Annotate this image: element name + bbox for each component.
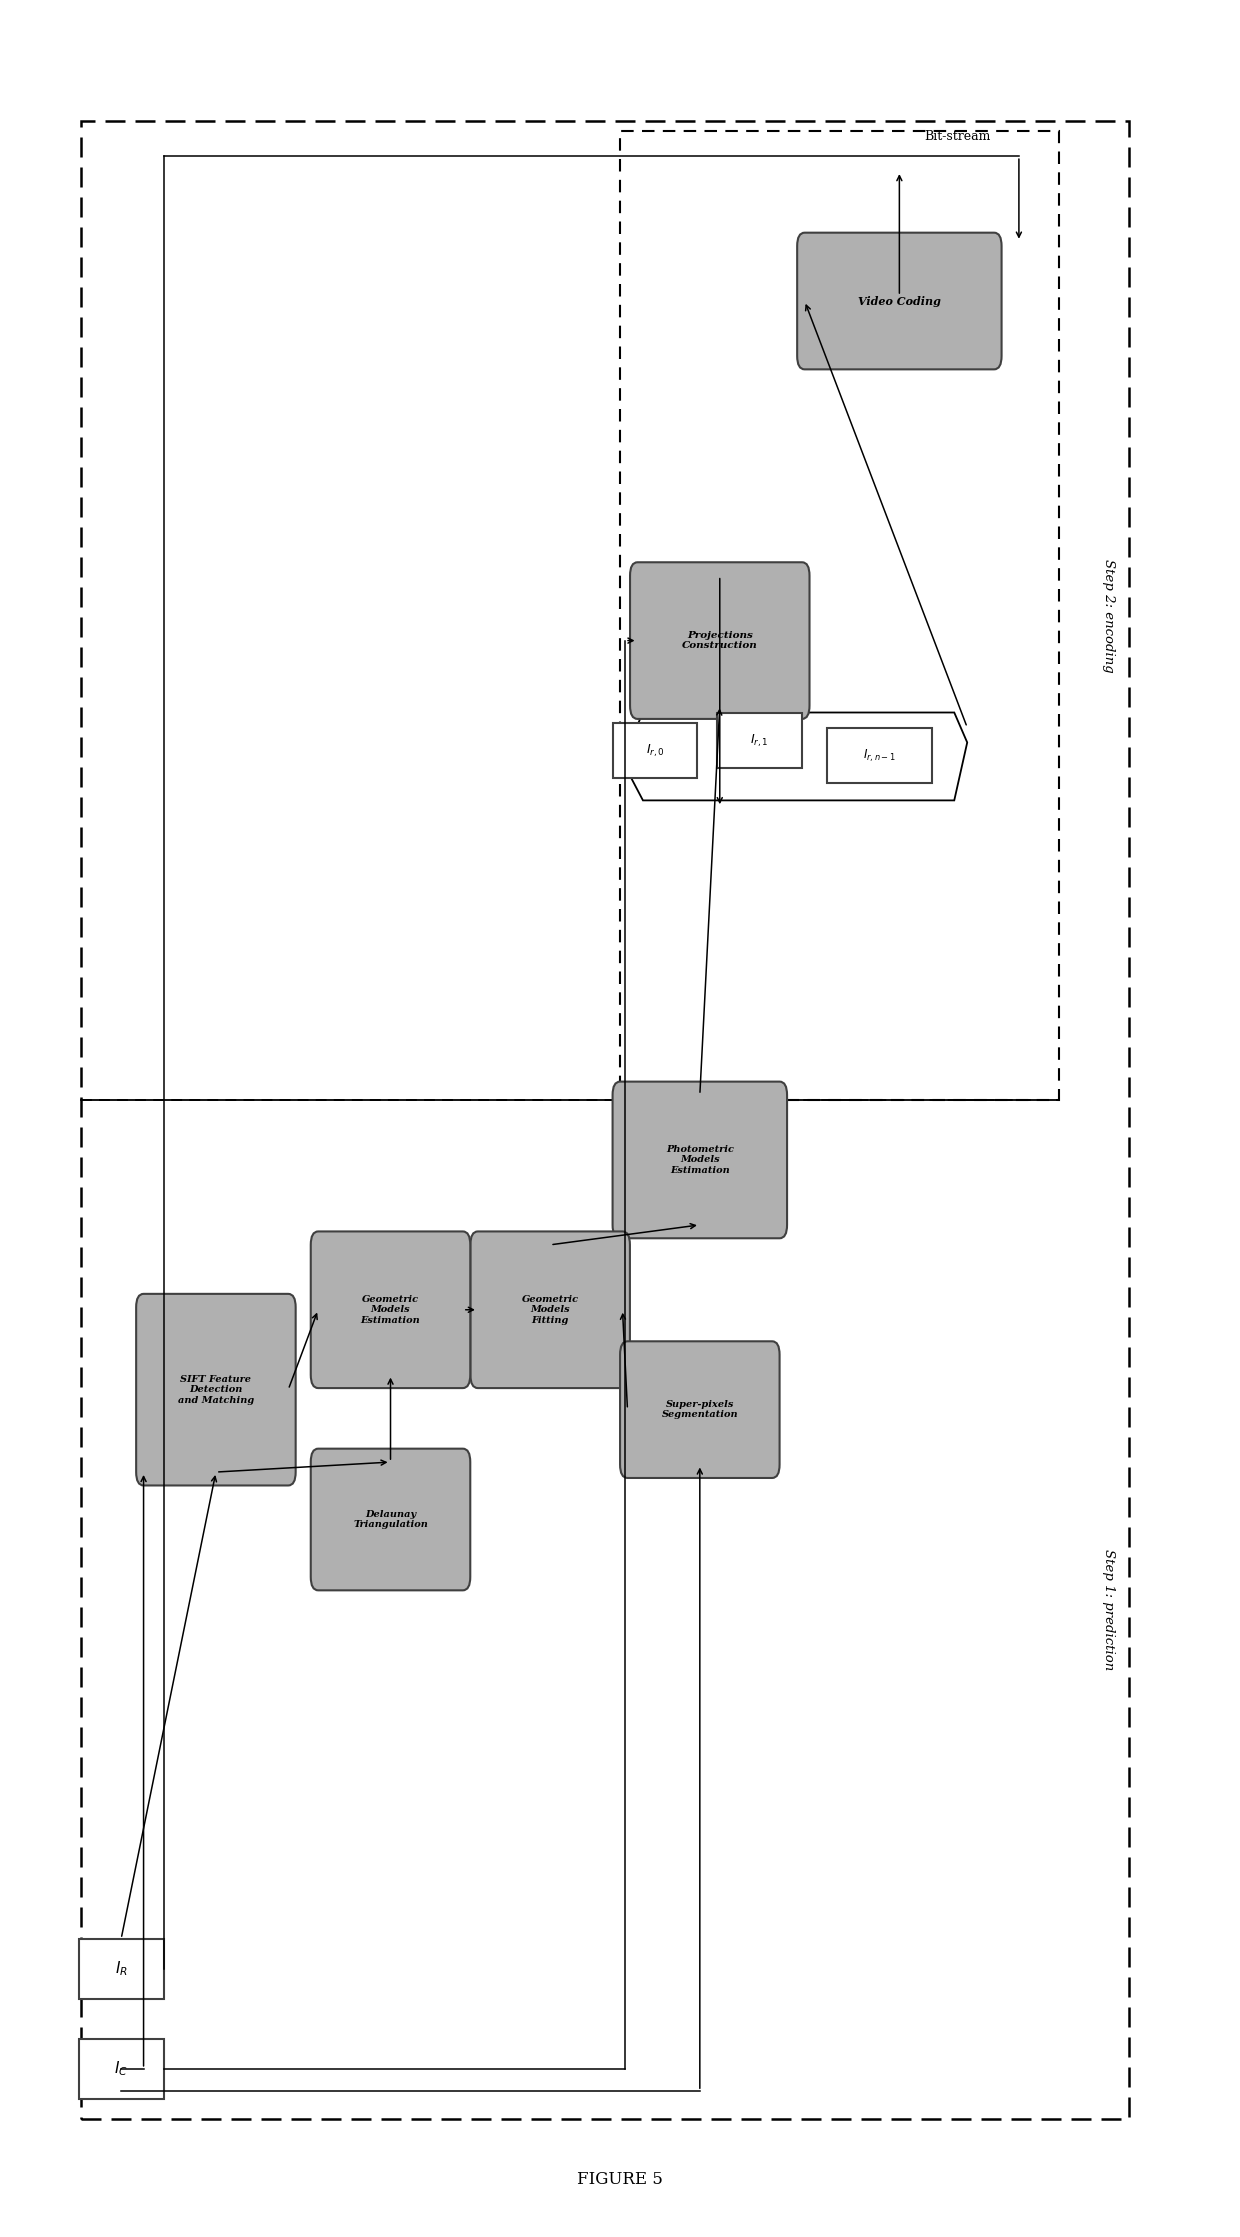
Bar — [81, 121, 1128, 2118]
FancyBboxPatch shape — [311, 1230, 470, 1389]
Text: Step 2: encoding: Step 2: encoding — [1102, 559, 1115, 673]
Text: Step 1: prediction: Step 1: prediction — [1102, 1548, 1115, 1671]
FancyBboxPatch shape — [470, 1230, 630, 1389]
Text: Delaunay
Triangulation: Delaunay Triangulation — [353, 1510, 428, 1530]
Text: Geometric
Models
Fitting: Geometric Models Fitting — [522, 1295, 579, 1324]
Text: Projections
Construction: Projections Construction — [682, 631, 758, 651]
Text: SIFT Feature
Detection
and Matching: SIFT Feature Detection and Matching — [177, 1376, 254, 1405]
Bar — [827, 727, 931, 783]
FancyBboxPatch shape — [136, 1293, 295, 1485]
Bar — [78, 1939, 164, 2000]
Text: Photometric
Models
Estimation: Photometric Models Estimation — [666, 1145, 734, 1174]
Text: $I_R$: $I_R$ — [114, 1960, 128, 1978]
Text: Bit-stream: Bit-stream — [924, 130, 991, 143]
Text: $I_{r,0}$: $I_{r,0}$ — [646, 743, 665, 758]
Text: Video Coding: Video Coding — [858, 295, 941, 306]
FancyBboxPatch shape — [613, 1083, 787, 1239]
FancyBboxPatch shape — [620, 1342, 780, 1479]
Text: $I_C$: $I_C$ — [114, 2060, 128, 2078]
Bar — [620, 132, 1059, 1101]
Text: Geometric
Models
Estimation: Geometric Models Estimation — [361, 1295, 420, 1324]
Text: FIGURE 5: FIGURE 5 — [577, 2172, 663, 2188]
Bar — [717, 714, 802, 767]
FancyBboxPatch shape — [797, 233, 1002, 369]
Text: Super-pixels
Segmentation: Super-pixels Segmentation — [661, 1400, 738, 1418]
FancyBboxPatch shape — [630, 561, 810, 718]
Bar — [78, 2038, 164, 2098]
FancyBboxPatch shape — [311, 1450, 470, 1591]
Text: $I_{r,n-1}$: $I_{r,n-1}$ — [863, 747, 895, 763]
Text: $I_{r,1}$: $I_{r,1}$ — [750, 731, 769, 749]
Bar — [613, 723, 697, 778]
